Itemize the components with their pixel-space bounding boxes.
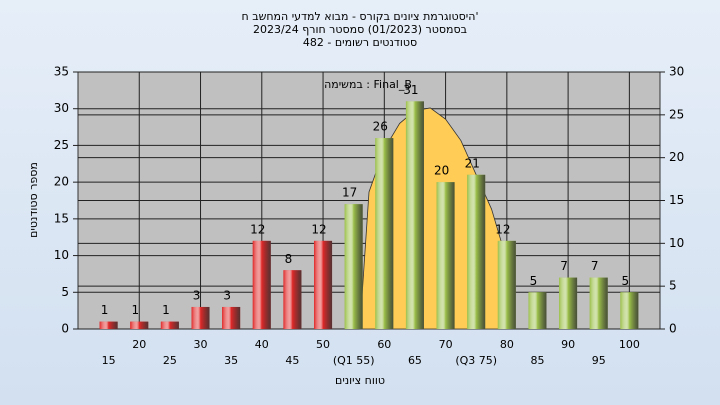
data-label: 7 — [560, 259, 568, 273]
y2-tick-label: 20 — [669, 150, 684, 164]
x-tick-label: 30 — [194, 338, 208, 351]
bar — [99, 321, 118, 329]
data-label: 3 — [223, 288, 231, 302]
data-label: 26 — [373, 120, 388, 134]
bar — [191, 306, 210, 329]
y2-tick-label: 25 — [669, 107, 684, 121]
bar — [375, 138, 394, 329]
bar — [130, 321, 149, 329]
data-label: 7 — [591, 259, 599, 273]
annotation: במשימה : Final_B — [324, 78, 412, 91]
data-label: 8 — [285, 252, 293, 266]
x-axis-label: טווח ציונים — [335, 374, 385, 387]
x-tick-label: 50 — [316, 338, 330, 351]
chart-title: היסטוגרמת ציונים בקורס - מבוא למדעי המחש… — [242, 10, 479, 23]
y-tick-label: 25 — [54, 138, 69, 152]
bar — [252, 240, 271, 329]
y-tick-label: 0 — [61, 322, 69, 336]
bar — [283, 270, 302, 329]
x-tick-label: 20 — [132, 338, 146, 351]
data-label: 12 — [250, 222, 265, 236]
x-tick-label: 95 — [592, 354, 606, 367]
data-label: 20 — [434, 164, 449, 178]
bar — [314, 240, 333, 329]
data-label: 5 — [530, 274, 538, 288]
y2-tick-label: 30 — [669, 65, 684, 79]
y-tick-label: 5 — [61, 285, 69, 299]
y2-tick-label: 10 — [669, 236, 684, 250]
bar — [467, 174, 486, 329]
y2-tick-label: 15 — [669, 193, 684, 207]
x-tick-label: 70 — [439, 338, 453, 351]
x-tick-label: 35 — [224, 354, 238, 367]
bar — [222, 306, 241, 329]
y2-tick-label: 0 — [669, 322, 677, 336]
x-tick-label: 45 — [285, 354, 299, 367]
bar — [405, 101, 424, 329]
bar — [589, 277, 608, 329]
x-tick-label: 15 — [102, 354, 116, 367]
y-tick-label: 15 — [54, 211, 69, 225]
x-tick-label: 85 — [530, 354, 544, 367]
bar — [436, 182, 455, 329]
y-tick-label: 20 — [54, 175, 69, 189]
y-tick-label: 35 — [54, 65, 69, 79]
x-tick-label: 60 — [377, 338, 391, 351]
x-tick-label: 40 — [255, 338, 269, 351]
data-label: 1 — [131, 303, 139, 317]
y-tick-label: 10 — [54, 248, 69, 262]
y-tick-label: 30 — [54, 101, 69, 115]
bar — [344, 204, 363, 329]
data-label: 21 — [465, 156, 480, 170]
x-tick-label: 25 — [163, 354, 177, 367]
bar — [497, 240, 516, 329]
bar — [160, 321, 179, 329]
data-label: 17 — [342, 186, 357, 200]
chart-subtitle: סטודנטים רשומים - 482 — [303, 36, 417, 49]
data-label: 31 — [403, 83, 418, 97]
bar — [559, 277, 578, 329]
data-label: 5 — [622, 274, 630, 288]
data-label: 12 — [311, 222, 326, 236]
x-tick-label: 100 — [619, 338, 640, 351]
bar — [620, 292, 639, 329]
data-label: 3 — [193, 288, 201, 302]
y-axis-label: מספר סטודנטים — [27, 162, 40, 238]
x-tick-label: (Q3 75) — [455, 354, 497, 367]
x-tick-label: 80 — [500, 338, 514, 351]
data-label: 1 — [101, 303, 109, 317]
data-label: 12 — [495, 222, 510, 236]
chart-subtitle: בסמסטר (01/2023) סמסטר חורף 2023/24 — [253, 23, 467, 36]
x-tick-label: 65 — [408, 354, 422, 367]
x-tick-label: 90 — [561, 338, 575, 351]
x-tick-label: (Q1 55) — [333, 354, 375, 367]
data-label: 1 — [162, 303, 170, 317]
y2-tick-label: 5 — [669, 279, 677, 293]
bar — [528, 292, 547, 329]
